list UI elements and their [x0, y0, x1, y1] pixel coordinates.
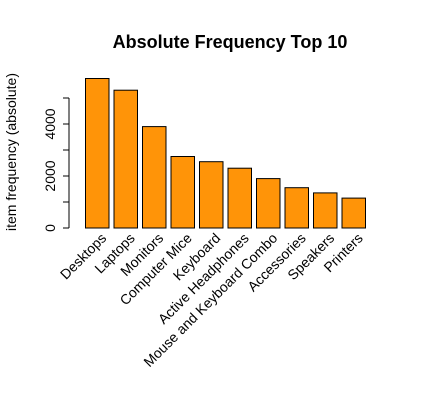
y-tick-label: 4000 [42, 108, 58, 139]
y-tick-label: 2000 [42, 160, 58, 191]
bar [341, 197, 366, 229]
bar [113, 89, 138, 229]
bars-group [85, 78, 366, 229]
bar [199, 161, 224, 229]
bar [313, 192, 338, 229]
bar [227, 167, 252, 229]
y-axis-label: item frequency (absolute) [3, 73, 19, 231]
y-tick-label: 0 [42, 224, 58, 232]
bar [85, 78, 110, 229]
y-axis: 0 2000 4000 [42, 97, 70, 232]
bar [170, 156, 195, 229]
bar [284, 187, 309, 229]
bar [256, 178, 281, 229]
chart-title: Absolute Frequency Top 10 [113, 32, 348, 52]
bar [142, 126, 167, 229]
